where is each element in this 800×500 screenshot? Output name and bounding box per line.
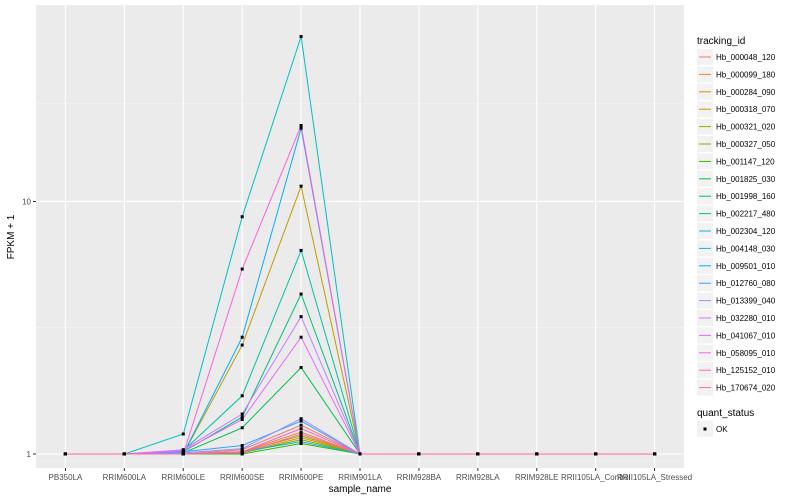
- legend-label: Hb_000318_070: [716, 105, 776, 114]
- series-points: [63, 35, 657, 456]
- y-tick-label: 1: [27, 450, 32, 459]
- x-axis-title: sample_name: [329, 484, 392, 495]
- legend-label: Hb_013399_040: [716, 297, 776, 306]
- legend-label: Hb_009501_010: [716, 262, 776, 271]
- y-axis-title: FPKM + 1: [6, 214, 17, 259]
- legend-label: Hb_001147_120: [716, 157, 775, 166]
- data-point: [240, 335, 244, 339]
- data-point: [653, 452, 657, 456]
- data-point: [358, 452, 362, 456]
- shape-legend-label: OK: [716, 425, 728, 434]
- data-point: [299, 417, 303, 421]
- data-point: [417, 452, 421, 456]
- legend-label: Hb_000048_120: [716, 53, 776, 62]
- data-point: [240, 394, 244, 398]
- legend-label: Hb_002304_120: [716, 227, 776, 236]
- x-tick-label: RRIM928BA: [397, 473, 442, 482]
- legend-label: Hb_000327_050: [716, 140, 776, 149]
- data-point: [299, 430, 303, 434]
- x-tick-label: RRII105LA_Stressed: [617, 473, 692, 482]
- data-point: [240, 215, 244, 219]
- x-tick-label: RRIM901LA: [338, 473, 382, 482]
- shape-legend-title: quant_status: [697, 408, 754, 419]
- data-point: [299, 248, 303, 252]
- data-point: [122, 452, 126, 456]
- data-point: [299, 126, 303, 130]
- x-tick-label: RRIM600PE: [279, 473, 323, 482]
- y-tick-label: 10: [22, 197, 31, 206]
- shape-key-square: [703, 427, 707, 431]
- legend-label: Hb_004148_030: [716, 244, 776, 253]
- legend-label: Hb_058095_010: [716, 349, 776, 358]
- x-axis: PB350LA RRIM600LA RRIM600LE RRIM600SE RRIM60…: [49, 468, 692, 482]
- legend-label: Hb_000099_180: [716, 70, 776, 79]
- data-point: [299, 366, 303, 370]
- data-point: [299, 423, 303, 427]
- data-point: [299, 434, 303, 438]
- data-point: [181, 432, 185, 436]
- color-legend: tracking_id Hb_000048_120 Hb_000099_180 Hb…: [697, 36, 776, 396]
- legend-label: Hb_000321_020: [716, 123, 776, 132]
- data-point: [63, 452, 67, 456]
- shape-legend: quant_status OK: [697, 408, 754, 437]
- data-point: [476, 452, 480, 456]
- color-legend-title: tracking_id: [697, 36, 745, 47]
- legend-label: Hb_001825_030: [716, 175, 776, 184]
- data-point: [299, 432, 303, 436]
- data-point: [181, 449, 185, 453]
- x-tick-label: RRIM600SE: [220, 473, 264, 482]
- data-point: [240, 267, 244, 271]
- data-point: [240, 417, 244, 421]
- data-point: [240, 447, 244, 451]
- grid-lines: [36, 5, 684, 468]
- data-point: [299, 419, 303, 423]
- data-point: [240, 451, 244, 455]
- legend-label: Hb_170674_020: [716, 384, 776, 393]
- x-tick-label: RRIM928LE: [515, 473, 559, 482]
- data-point: [240, 426, 244, 430]
- data-point: [240, 444, 244, 448]
- data-point: [299, 427, 303, 431]
- legend-label: Hb_041067_010: [716, 331, 776, 340]
- data-point: [299, 315, 303, 319]
- data-point: [299, 35, 303, 39]
- data-point: [299, 438, 303, 442]
- x-tick-label: RRIM600LE: [161, 473, 205, 482]
- data-point: [299, 436, 303, 440]
- data-point: [181, 452, 185, 456]
- data-point: [299, 335, 303, 339]
- x-tick-label: RRII105LA_Control: [561, 473, 631, 482]
- data-point: [240, 415, 244, 419]
- x-tick-label: RRIM600LA: [103, 473, 147, 482]
- legend-label: Hb_000284_090: [716, 88, 776, 97]
- x-tick-label: RRIM928LA: [456, 473, 500, 482]
- legend-label: Hb_012760_080: [716, 279, 776, 288]
- legend-label: Hb_002217_480: [716, 210, 776, 219]
- data-point: [299, 184, 303, 188]
- x-tick-label: PB350LA: [49, 473, 83, 482]
- data-point: [299, 123, 303, 127]
- data-point: [240, 412, 244, 416]
- data-point: [594, 452, 598, 456]
- y-axis: 1 10: [22, 197, 36, 459]
- data-point: [299, 440, 303, 444]
- legend-label: Hb_125152_010: [716, 366, 776, 375]
- legend-label: Hb_032280_010: [716, 314, 776, 323]
- data-point: [299, 442, 303, 446]
- data-point: [240, 343, 244, 347]
- legend-label: Hb_001998_160: [716, 192, 776, 201]
- data-point: [299, 292, 303, 296]
- data-point: [535, 452, 539, 456]
